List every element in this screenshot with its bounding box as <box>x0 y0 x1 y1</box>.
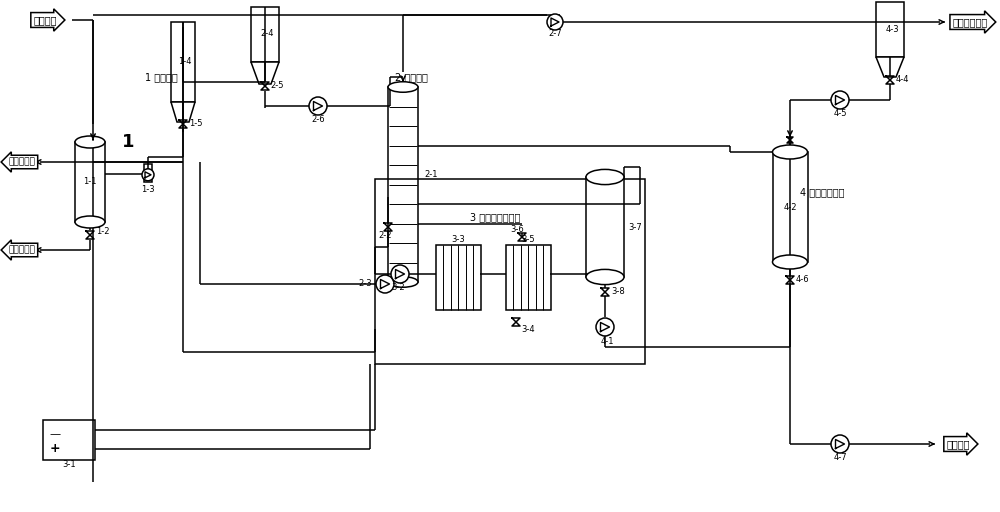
Text: —: — <box>49 429 61 439</box>
Text: 3-4: 3-4 <box>521 326 535 334</box>
Circle shape <box>547 14 563 30</box>
Text: 4-1: 4-1 <box>600 336 614 346</box>
Text: 氨氮废水: 氨氮废水 <box>33 15 57 25</box>
Text: 2-6: 2-6 <box>311 115 325 123</box>
Ellipse shape <box>388 82 418 92</box>
Circle shape <box>596 318 614 336</box>
Bar <box>876 2 904 57</box>
Ellipse shape <box>772 255 808 269</box>
Text: 1: 1 <box>122 133 134 151</box>
Bar <box>388 87 418 282</box>
Circle shape <box>309 97 327 115</box>
Ellipse shape <box>586 269 624 285</box>
Text: 3-8: 3-8 <box>611 288 625 296</box>
Bar <box>43 420 95 460</box>
Bar <box>586 177 624 277</box>
Text: 3-3: 3-3 <box>451 234 465 244</box>
Bar <box>251 7 279 62</box>
Ellipse shape <box>772 145 808 159</box>
Ellipse shape <box>75 216 105 228</box>
Text: 2-4: 2-4 <box>260 30 274 38</box>
Text: 3-2: 3-2 <box>391 284 405 292</box>
Text: 污泥送处理: 污泥送处理 <box>9 158 35 166</box>
Text: +: + <box>50 442 60 456</box>
Text: 3-1: 3-1 <box>62 460 76 469</box>
Text: 4-7: 4-7 <box>833 454 847 462</box>
Text: 1-2: 1-2 <box>96 227 110 237</box>
Ellipse shape <box>75 136 105 148</box>
Bar <box>772 152 808 262</box>
Bar <box>506 245 550 309</box>
Circle shape <box>391 265 409 283</box>
Text: 无害气体排空: 无害气体排空 <box>952 17 988 27</box>
Text: 1-5: 1-5 <box>189 119 202 129</box>
Bar <box>75 142 105 222</box>
Text: 2-5: 2-5 <box>270 81 284 91</box>
Text: 4-2: 4-2 <box>783 203 797 211</box>
Polygon shape <box>251 62 279 84</box>
Bar <box>436 245 480 309</box>
Bar <box>144 164 152 182</box>
Text: 4-4: 4-4 <box>896 75 910 84</box>
Text: 1-1: 1-1 <box>83 178 97 186</box>
Bar <box>375 179 645 364</box>
Text: 2-3: 2-3 <box>358 280 372 288</box>
Text: 2-2: 2-2 <box>378 231 392 241</box>
Text: 1-3: 1-3 <box>141 184 155 194</box>
Polygon shape <box>876 57 904 77</box>
Text: 3 电催化氧化工段: 3 电催化氧化工段 <box>470 212 520 222</box>
Circle shape <box>831 91 849 109</box>
Text: 1-4: 1-4 <box>178 57 192 67</box>
Text: 4-6: 4-6 <box>796 275 810 285</box>
Polygon shape <box>171 102 195 122</box>
Text: 3-7: 3-7 <box>628 223 642 231</box>
Ellipse shape <box>586 169 624 185</box>
Text: 2 噴渐工段: 2 噴渐工段 <box>395 72 428 82</box>
Circle shape <box>142 169 154 181</box>
Ellipse shape <box>388 277 418 287</box>
Text: 2-7: 2-7 <box>548 30 562 38</box>
Circle shape <box>376 275 394 293</box>
Text: 污泥送处理: 污泥送处理 <box>9 245 35 254</box>
Bar <box>171 22 195 102</box>
Circle shape <box>831 435 849 453</box>
Text: 4 水质调节工段: 4 水质调节工段 <box>800 187 844 197</box>
Text: 4-3: 4-3 <box>885 25 899 33</box>
Text: 达标排放: 达标排放 <box>946 439 970 449</box>
Text: 2-1: 2-1 <box>424 170 438 179</box>
Text: 1 过滤工段: 1 过滤工段 <box>145 72 178 82</box>
Text: 3-6: 3-6 <box>510 224 524 233</box>
Text: 4-5: 4-5 <box>833 110 847 118</box>
Text: 3-5: 3-5 <box>521 234 535 244</box>
